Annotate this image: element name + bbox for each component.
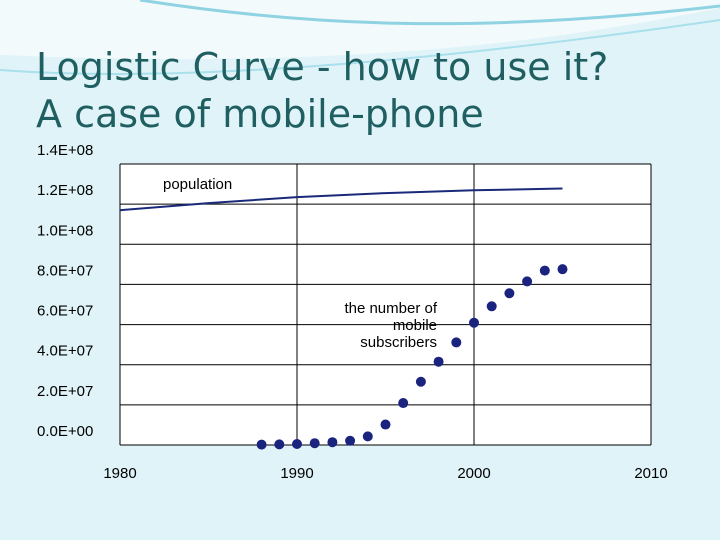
subscribers-annotation-line-1: the number of [344,300,437,317]
x-tick-label: 1980 [103,465,136,482]
x-tick-label: 1990 [280,465,313,482]
y-tick-label: 4.0E+07 [37,343,93,360]
y-tick-label: 8.0E+07 [37,262,93,279]
subscriber-point [539,265,550,276]
subscriber-point [522,276,533,287]
subscriber-point [469,317,479,328]
subscriber-point [345,435,356,446]
subscriber-point [504,288,515,299]
subscriber-point [327,437,338,448]
subscriber-point [256,439,267,450]
subscribers-annotation-line-3: subscribers [360,334,437,351]
slide-header-decoration [0,0,720,75]
subscriber-point [557,264,568,275]
slide-title-line-1: Logistic Curve - how to use it? [36,45,609,89]
chart-grid [119,163,652,446]
y-tick-label: 1.4E+08 [37,142,93,159]
subscriber-point [309,438,320,449]
slide-title: Logistic Curve - how to use it? A case o… [36,44,608,138]
subscriber-point [486,301,497,312]
y-tick-label: 1.2E+08 [37,182,93,199]
subscriber-point [433,356,444,367]
population-line [119,187,563,212]
subscriber-point [398,398,409,409]
chart-series [119,187,568,450]
y-axis-tick-labels: 0.0E+00 2.0E+07 4.0E+07 6.0E+07 8.0E+07 1.0E+… [37,142,93,440]
subscriber-point [380,419,391,430]
population-annotation: population [163,176,232,193]
subscriber-point [451,337,462,348]
subscriber-point [415,376,426,387]
x-tick-label: 2000 [457,465,490,482]
y-tick-label: 6.0E+07 [37,303,93,320]
x-axis-tick-labels: 1980 1990 2000 2010 [103,465,667,482]
y-tick-label: 2.0E+07 [37,383,93,400]
subscriber-point [292,438,302,449]
plot-area [120,164,651,445]
x-tick-label: 2010 [634,465,667,482]
subscribers-annotation-line-2: mobile [393,317,437,334]
y-tick-label: 1.0E+08 [37,222,93,239]
subscriber-point [362,431,373,442]
slide-title-line-2: A case of mobile-phone [36,92,484,136]
subscriber-point [274,439,285,450]
y-tick-label: 0.0E+00 [37,423,93,440]
